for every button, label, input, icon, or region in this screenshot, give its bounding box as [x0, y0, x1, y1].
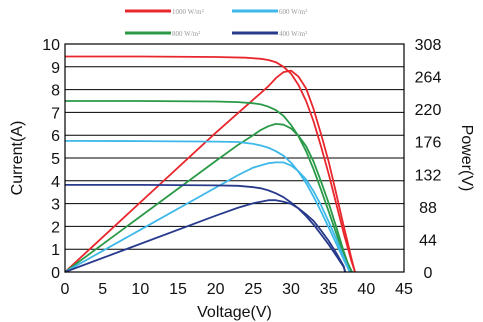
y-left-tick-label: 5 — [51, 151, 60, 168]
series-layer — [64, 55, 356, 273]
y-right-tick-label: 176 — [415, 135, 442, 152]
x-tick-label: 0 — [61, 281, 70, 298]
legend-label: 600 W/m² — [279, 8, 307, 16]
y-right-tick-label: 132 — [415, 167, 442, 184]
x-tick-label: 5 — [98, 281, 107, 298]
x-tick-label: 25 — [244, 281, 262, 298]
x-tick-label: 15 — [169, 281, 187, 298]
x-tick-label: 40 — [357, 281, 375, 298]
y-left-tick-label: 3 — [51, 197, 60, 214]
legend-label: 1000 W/m² — [172, 8, 204, 16]
gridlines — [65, 43, 404, 273]
y-left-tick-label: 0 — [51, 265, 60, 282]
legend-label: 800 W/m² — [172, 30, 200, 38]
y-left-tick-labels: 0 1 2 3 4 5 6 7 8 9 10 — [42, 37, 60, 282]
x-tick-label: 20 — [207, 281, 225, 298]
x-axis-title: Voltage(V) — [197, 304, 272, 321]
legend-label: 400 W/m² — [279, 30, 307, 38]
y-right-tick-label: 88 — [419, 200, 437, 217]
power-curve — [64, 123, 353, 273]
x-tick-label: 30 — [282, 281, 300, 298]
x-tick-labels: 0 5 10 15 20 25 30 35 40 45 — [61, 281, 413, 298]
power-curve — [64, 69, 356, 273]
power-curve — [64, 161, 351, 273]
y-left-tick-label: 6 — [51, 128, 60, 145]
y-left-tick-label: 1 — [51, 242, 60, 259]
y-right-tick-labels: 0 44 88 132 176 220 264 308 — [415, 37, 442, 282]
current-curve — [65, 100, 353, 273]
y-right-tick-label: 220 — [415, 102, 442, 119]
current-curve — [65, 183, 347, 273]
y-right-tick-label: 0 — [424, 265, 433, 282]
y-left-tick-label: 7 — [51, 105, 60, 122]
y-right-tick-label: 308 — [415, 37, 442, 54]
y-left-tick-label: 8 — [51, 83, 60, 100]
current-curve — [65, 55, 356, 273]
current-curve — [64, 139, 351, 273]
x-tick-label: 35 — [320, 281, 338, 298]
y-left-tick-label: 4 — [51, 174, 60, 191]
y-left-tick-label: 2 — [51, 219, 60, 236]
x-tick-label: 45 — [395, 281, 413, 298]
y-right-tick-label: 264 — [415, 70, 442, 87]
y-left-axis-title: Current(A) — [9, 121, 26, 196]
power-curve — [64, 199, 347, 273]
legend: 1000 W/m² 600 W/m² 800 W/m² 400 W/m² — [125, 8, 307, 38]
y-right-axis-title: Power(V) — [458, 125, 475, 192]
y-left-tick-label: 9 — [51, 60, 60, 77]
x-tick-label: 10 — [131, 281, 149, 298]
plot-frame — [64, 43, 405, 273]
y-right-tick-label: 44 — [419, 232, 437, 249]
y-left-tick-label: 10 — [42, 37, 60, 54]
